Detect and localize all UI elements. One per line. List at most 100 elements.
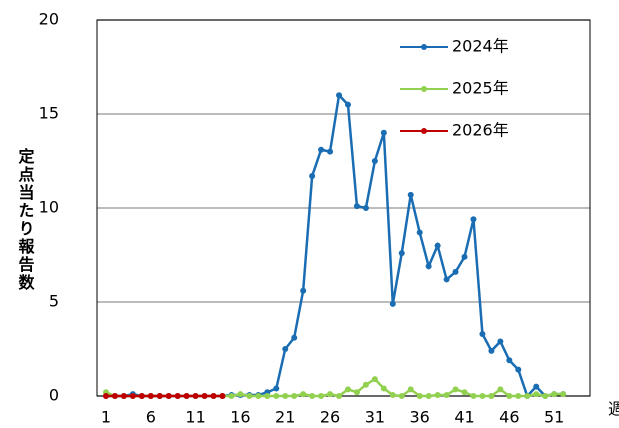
data-point: [344, 386, 351, 393]
data-point: [533, 391, 540, 398]
data-point: [497, 386, 504, 393]
data-point: [327, 391, 334, 398]
data-point: [452, 386, 459, 393]
y-tick-label: 5: [49, 292, 59, 311]
data-point: [506, 357, 513, 364]
x-tick-label: 41: [454, 408, 474, 427]
data-point: [542, 393, 549, 399]
data-point: [398, 393, 405, 399]
data-point: [318, 393, 325, 399]
data-point: [273, 385, 280, 392]
data-point: [156, 393, 163, 399]
data-point: [237, 391, 244, 398]
data-point: [443, 392, 450, 399]
data-point: [183, 393, 190, 399]
data-point: [470, 216, 477, 223]
data-point: [515, 393, 522, 399]
data-point: [291, 393, 298, 399]
y-tick-label: 0: [49, 386, 59, 405]
data-point: [255, 393, 262, 399]
data-point: [300, 287, 307, 294]
x-tick-label: 16: [230, 408, 250, 427]
data-point: [551, 391, 558, 398]
data-point: [371, 376, 378, 383]
data-point: [353, 203, 360, 210]
plot-frame: [96, 19, 591, 397]
data-point: [138, 393, 145, 399]
data-point: [425, 263, 432, 270]
data-point: [282, 346, 289, 352]
data-point: [434, 242, 441, 249]
data-point: [210, 393, 217, 399]
data-point: [336, 393, 343, 399]
data-point: [524, 393, 531, 399]
data-point: [371, 158, 378, 164]
data-point: [300, 391, 307, 398]
data-point: [309, 173, 316, 180]
x-tick-label: 21: [275, 408, 295, 427]
data-point: [470, 393, 477, 399]
y-tick-label: 10: [39, 198, 59, 217]
y-tick-label: 20: [39, 10, 59, 29]
data-point: [497, 338, 504, 345]
legend-marker: [421, 44, 427, 50]
data-point: [273, 393, 280, 399]
legend-label: 2025年: [452, 79, 509, 98]
data-point: [192, 393, 199, 399]
data-point: [416, 393, 423, 399]
data-point: [452, 268, 459, 275]
data-point: [416, 229, 423, 236]
data-point: [461, 253, 468, 260]
x-tick-label: 51: [544, 408, 564, 427]
data-point: [246, 393, 253, 399]
x-tick-label: 26: [320, 408, 340, 427]
data-point: [353, 389, 360, 396]
data-point: [380, 385, 387, 392]
data-point: [102, 393, 109, 399]
data-point: [425, 393, 432, 399]
data-point: [488, 393, 495, 399]
data-point: [282, 393, 289, 399]
x-tick-label: 1: [101, 408, 111, 427]
data-point: [219, 393, 226, 399]
data-point: [129, 393, 136, 399]
data-point: [120, 393, 127, 399]
data-point: [291, 334, 298, 341]
data-point: [147, 393, 154, 399]
x-tick-label: 6: [146, 408, 156, 427]
data-point: [389, 300, 396, 307]
data-point: [461, 389, 468, 396]
data-point: [506, 393, 513, 399]
data-point: [362, 381, 369, 388]
x-tick-label: 31: [365, 408, 385, 427]
legend-label: 2024年: [452, 37, 509, 56]
x-tick-label: 46: [499, 408, 519, 427]
data-point: [318, 146, 325, 153]
data-point: [443, 276, 450, 283]
y-axis-label: 定点当たり報告数: [16, 147, 36, 292]
legend-marker: [421, 128, 427, 134]
data-point: [228, 393, 235, 399]
data-point: [398, 250, 405, 257]
data-point: [434, 392, 441, 399]
data-point: [479, 393, 486, 399]
data-point: [488, 347, 495, 354]
data-point: [174, 393, 181, 399]
x-axis-label: 週: [608, 400, 619, 419]
x-tick-label: 11: [185, 408, 205, 427]
data-point: [560, 391, 567, 398]
data-point: [336, 92, 343, 99]
data-point: [515, 366, 522, 373]
data-point: [165, 393, 172, 399]
legend-label: 2026年: [452, 121, 509, 140]
series-line: [105, 92, 564, 399]
data-point: [533, 383, 540, 390]
y-tick-label: 15: [39, 104, 59, 123]
data-point: [407, 191, 414, 198]
data-point: [362, 205, 369, 211]
data-point: [201, 393, 208, 399]
data-point: [111, 393, 118, 399]
data-point: [309, 393, 316, 399]
data-point: [389, 392, 396, 399]
